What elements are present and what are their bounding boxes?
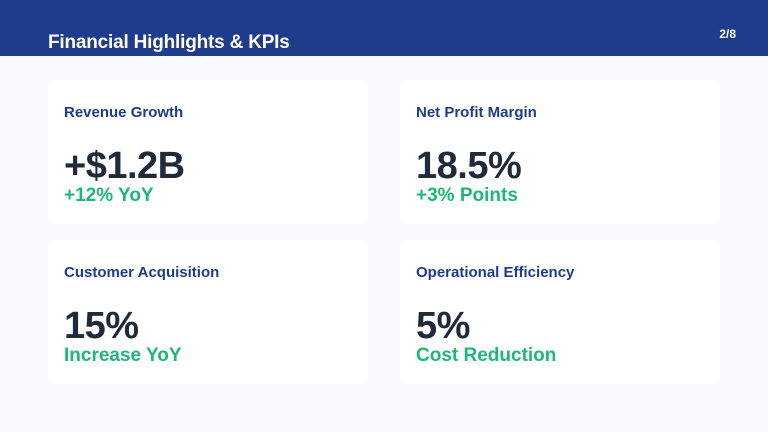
kpi-card-customer-acquisition: Customer Acquisition 15% Increase YoY bbox=[48, 240, 368, 384]
kpi-change: Increase YoY bbox=[64, 345, 182, 366]
kpi-value: 15% bbox=[64, 305, 139, 347]
kpi-card-net-profit-margin: Net Profit Margin 18.5% +3% Points bbox=[400, 80, 720, 224]
kpi-label: Net Profit Margin bbox=[416, 104, 537, 121]
kpi-value: +$1.2B bbox=[64, 145, 185, 187]
kpi-value: 5% bbox=[416, 305, 470, 347]
kpi-change: +12% YoY bbox=[64, 185, 154, 206]
kpi-label: Customer Acquisition bbox=[64, 264, 220, 281]
kpi-card-operational-efficiency: Operational Efficiency 5% Cost Reduction bbox=[400, 240, 720, 384]
page-title: Financial Highlights & KPIs bbox=[48, 32, 290, 53]
kpi-label: Revenue Growth bbox=[64, 104, 184, 121]
kpi-change: Cost Reduction bbox=[416, 345, 557, 366]
kpi-value: 18.5% bbox=[416, 145, 522, 187]
kpi-change: +3% Points bbox=[416, 185, 518, 206]
kpi-label: Operational Efficiency bbox=[416, 264, 575, 281]
kpi-card-revenue-growth: Revenue Growth +$1.2B +12% YoY bbox=[48, 80, 368, 224]
page-number: 2/8 bbox=[719, 27, 736, 41]
header-bar: Financial Highlights & KPIs 2/8 bbox=[0, 0, 768, 56]
